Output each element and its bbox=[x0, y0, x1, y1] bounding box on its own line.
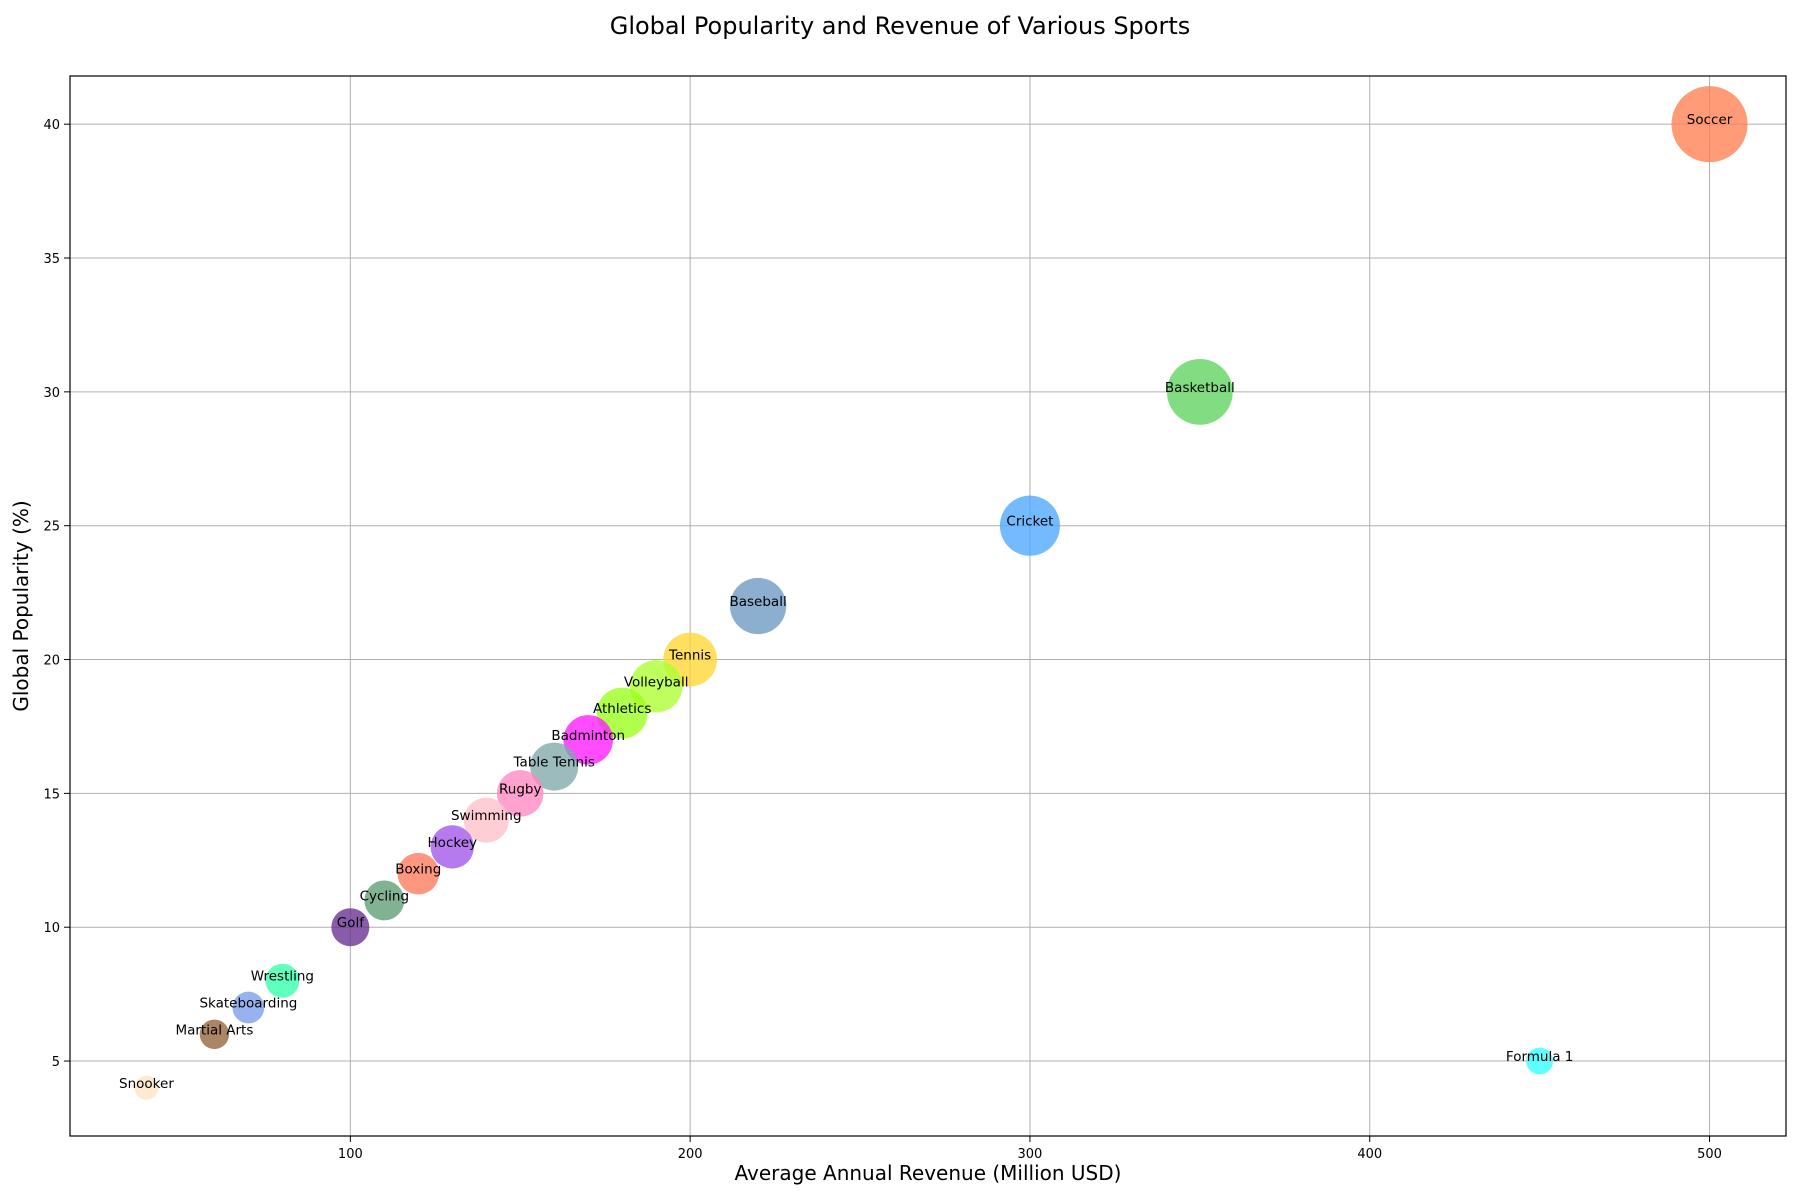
bubble-rugby bbox=[496, 770, 544, 817]
chart-title: Global Popularity and Revenue of Various… bbox=[610, 12, 1191, 40]
bubble-basketball bbox=[1166, 358, 1233, 425]
bubble-cycling bbox=[364, 880, 405, 921]
bubble-label: Wrestling bbox=[251, 969, 314, 985]
bubbles bbox=[134, 86, 1748, 1100]
bubble-label: Baseball bbox=[729, 594, 786, 610]
y-tick-label: 25 bbox=[43, 520, 60, 535]
bubble-labels: Soccer Basketball Cricket Baseball Tennis Vol… bbox=[119, 112, 1733, 1092]
bubble-golf bbox=[331, 908, 370, 947]
bubble-baseball bbox=[729, 577, 787, 635]
y-tick-label: 40 bbox=[43, 118, 60, 133]
y-tick-label: 5 bbox=[52, 1055, 60, 1070]
bubble-label: Snooker bbox=[119, 1076, 174, 1092]
plot-frame bbox=[69, 75, 1787, 1137]
bubble-label: Soccer bbox=[1687, 112, 1733, 128]
bubble-wrestling bbox=[265, 963, 300, 998]
x-tick-label: 300 bbox=[1018, 1147, 1043, 1162]
bubble-label: Volleyball bbox=[624, 674, 689, 690]
bubble-martial-arts bbox=[199, 1019, 230, 1050]
bubble-label: Badminton bbox=[551, 728, 625, 744]
bubble-formula-1 bbox=[1526, 1047, 1554, 1075]
axis-ticks: 100 200 300 400 500 5 10 15 20 25 30 35 40 bbox=[43, 118, 1722, 1162]
bubble-snooker bbox=[134, 1075, 159, 1100]
bubble-table-tennis bbox=[530, 742, 579, 791]
grid-lines bbox=[70, 76, 1786, 1136]
bubble-label: Martial Arts bbox=[175, 1022, 253, 1038]
bubble-athletics bbox=[596, 687, 648, 739]
bubble-boxing bbox=[397, 852, 440, 895]
bubble-label: Basketball bbox=[1165, 380, 1235, 396]
bubble-label: Skateboarding bbox=[199, 996, 297, 1012]
bubble-label: Boxing bbox=[395, 862, 441, 878]
y-tick-label: 10 bbox=[43, 921, 60, 936]
bubble-soccer bbox=[1671, 86, 1748, 163]
bubble-label: Cycling bbox=[360, 888, 409, 904]
bubble-cricket bbox=[999, 495, 1060, 556]
bubble-hockey bbox=[430, 825, 474, 869]
bubble-label: Golf bbox=[337, 915, 365, 931]
y-tick-label: 20 bbox=[43, 654, 60, 669]
y-tick-label: 35 bbox=[43, 252, 60, 267]
x-tick-label: 500 bbox=[1697, 1147, 1722, 1162]
bubble-label: Tennis bbox=[668, 648, 711, 664]
y-tick-label: 30 bbox=[43, 386, 60, 401]
bubble-label: Swimming bbox=[451, 808, 522, 824]
x-tick-label: 200 bbox=[678, 1147, 703, 1162]
bubble-swimming bbox=[463, 797, 509, 843]
y-axis-label: Global Popularity (%) bbox=[9, 500, 33, 711]
bubble-label: Formula 1 bbox=[1506, 1049, 1573, 1065]
x-axis-label: Average Annual Revenue (Million USD) bbox=[735, 1161, 1122, 1185]
bubble-label: Rugby bbox=[499, 781, 541, 797]
bubble-skateboarding bbox=[232, 991, 265, 1024]
y-tick-label: 15 bbox=[43, 787, 60, 802]
x-tick-label: 100 bbox=[338, 1147, 363, 1162]
bubble-label: Hockey bbox=[428, 835, 477, 851]
bubble-label: Cricket bbox=[1006, 514, 1053, 530]
bubble-badminton bbox=[563, 715, 613, 765]
x-tick-label: 400 bbox=[1357, 1147, 1382, 1162]
bubble-label: Table Tennis bbox=[513, 755, 595, 771]
bubble-label: Athletics bbox=[593, 701, 651, 717]
